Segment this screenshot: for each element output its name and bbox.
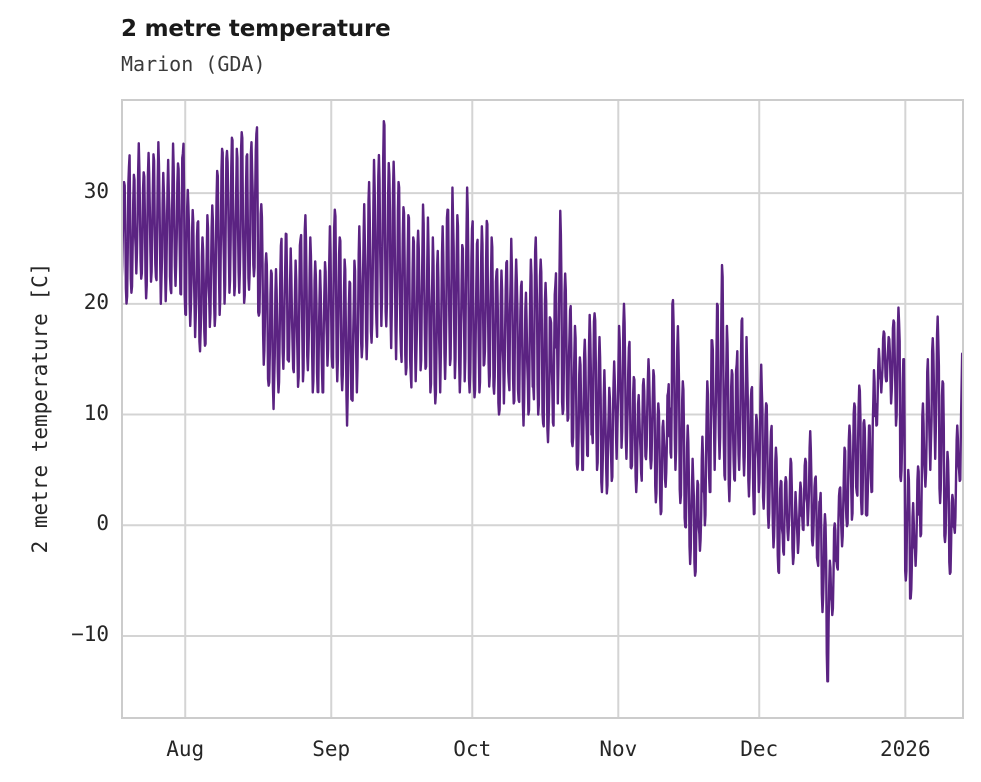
y-axis-tick-10: 10 bbox=[83, 400, 109, 425]
chart-subtitle: Marion (GDA) bbox=[121, 52, 266, 76]
x-axis-tick-oct: Oct bbox=[453, 737, 492, 761]
series-line-temperature bbox=[121, 119, 964, 683]
y-axis-tick-20: 20 bbox=[83, 289, 109, 314]
plot-border bbox=[121, 99, 964, 719]
y-axis-tick--10: −10 bbox=[71, 621, 109, 646]
x-axis-tick-nov: Nov bbox=[599, 737, 638, 761]
page-title: 2 metre temperature bbox=[121, 16, 391, 42]
x-axis-tick-aug: Aug bbox=[166, 737, 205, 761]
y-axis-tick-30: 30 bbox=[83, 179, 109, 204]
temperature-line-chart bbox=[121, 99, 964, 719]
data-series-group bbox=[121, 119, 964, 683]
x-axis-tick-sep: Sep bbox=[312, 737, 351, 761]
x-axis-tick-dec: Dec bbox=[740, 737, 779, 761]
plot-area bbox=[121, 99, 964, 719]
y-axis-tick-0: 0 bbox=[96, 511, 109, 536]
x-axis-tick-2026: 2026 bbox=[880, 737, 931, 761]
